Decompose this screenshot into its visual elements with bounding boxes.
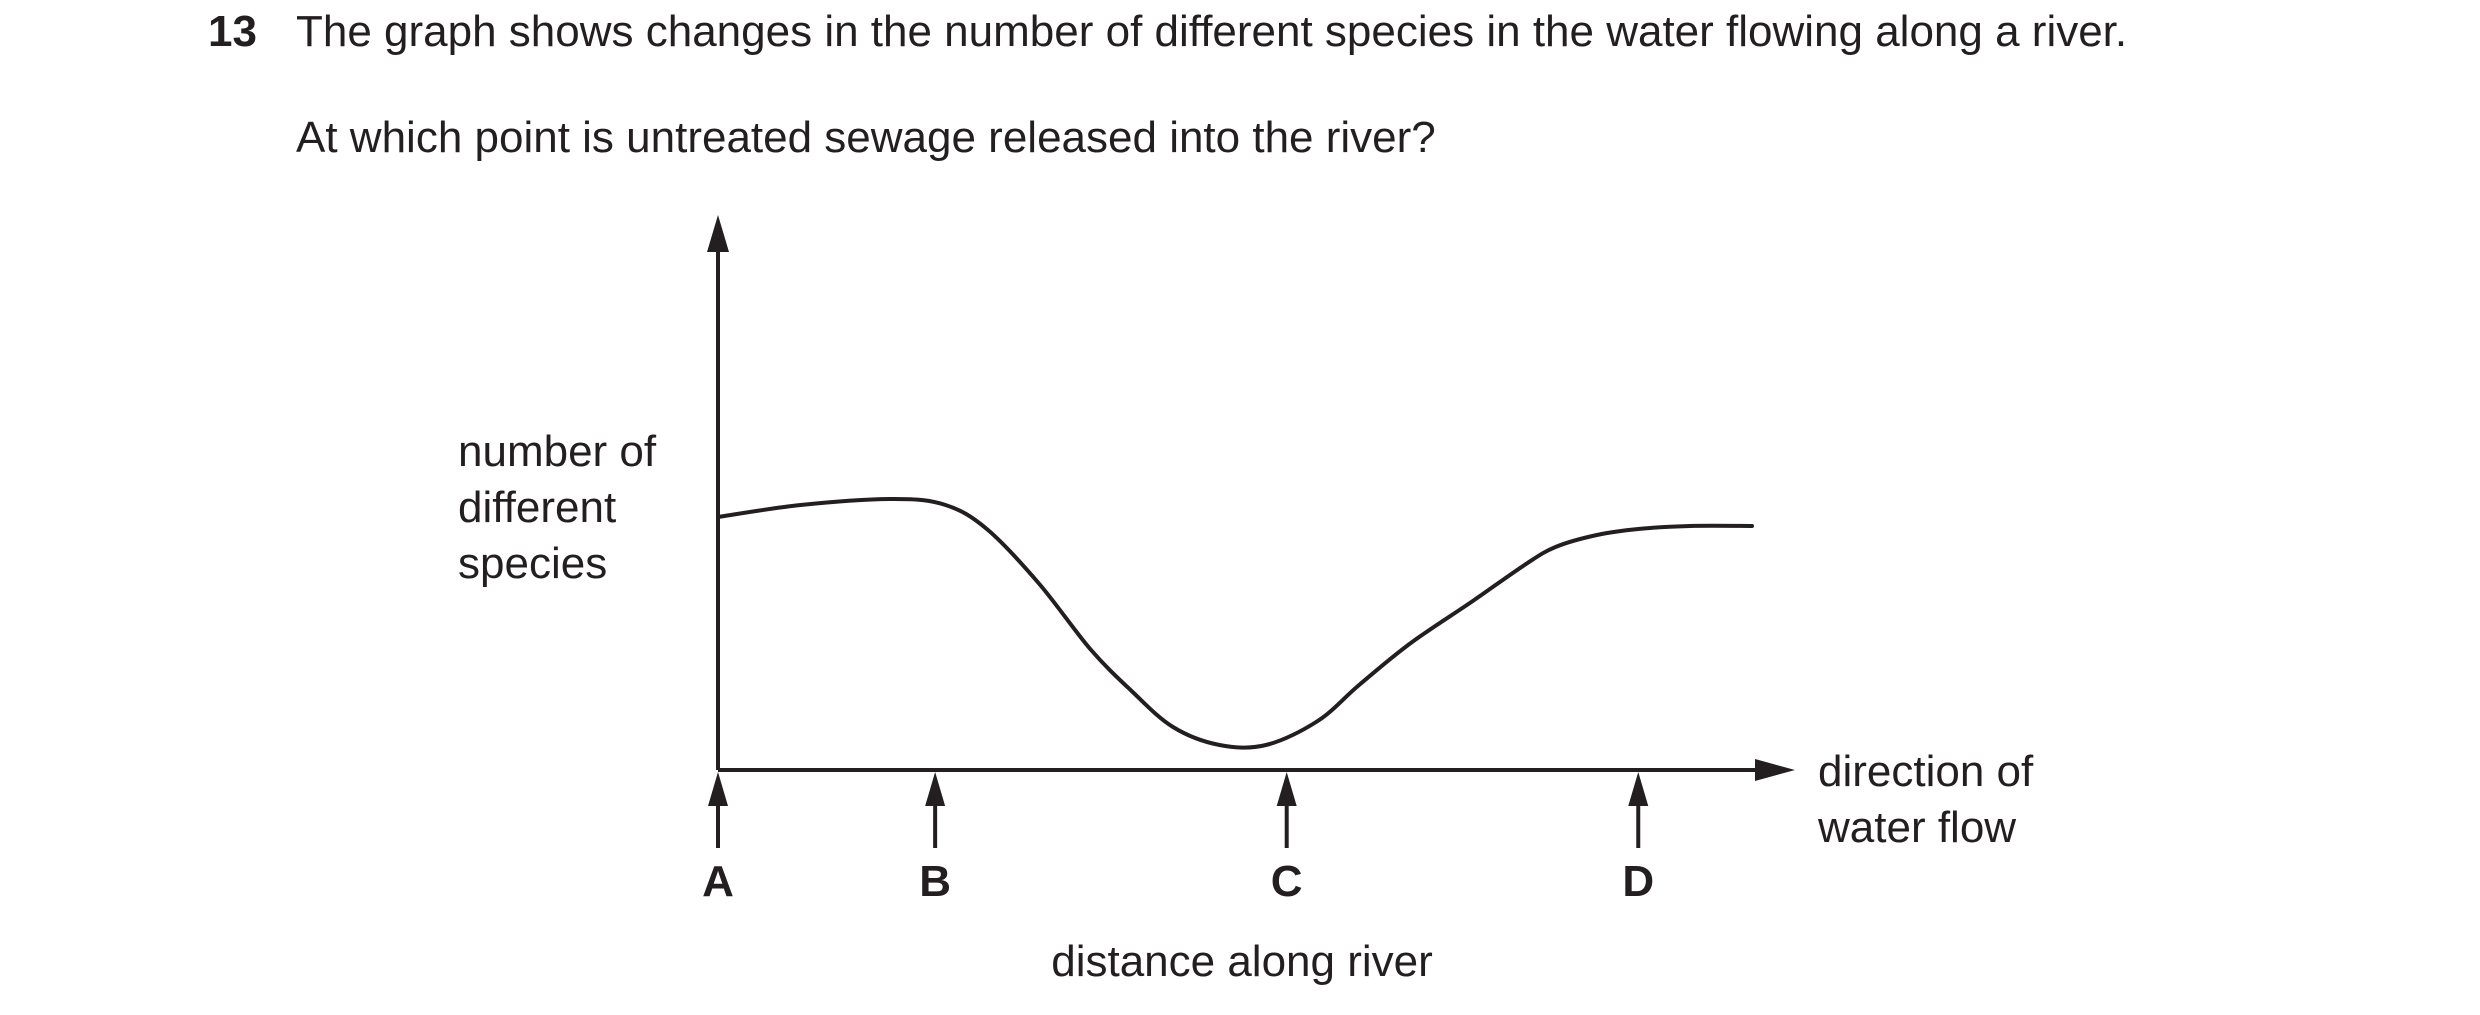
question-prompt: At which point is untreated sewage relea… [296,113,1436,162]
direction-label: direction of water flow [1817,747,2034,852]
point-marker-b: B [919,772,951,906]
point-marker-d: D [1622,772,1654,906]
point-marker-a: A [702,772,734,906]
chart-axes [707,215,1795,781]
direction-label-line: direction of [1818,747,2034,796]
marker-label-c: C [1271,857,1303,906]
marker-arrowhead [1276,772,1297,806]
marker-arrowhead [708,772,728,806]
question-stem: The graph shows changes in the number of… [296,7,2128,56]
y-axis-label-line: number of [458,427,657,476]
point-marker-c: C [1271,772,1303,906]
marker-label-b: B [919,857,951,906]
y-axis-label-line: species [458,539,607,588]
point-markers: A B C D [702,772,1654,906]
y-axis-arrowhead [707,215,729,252]
x-axis-label: distance along river [1051,937,1433,986]
marker-arrowhead [925,772,946,806]
x-axis-arrowhead [1755,759,1795,781]
y-axis-label: number of different species [458,427,657,588]
question-number: 13 [208,7,257,56]
axis-labels: number of different species direction of wat… [458,427,2034,986]
marker-label-a: A [702,857,734,906]
marker-arrowhead [1628,772,1649,806]
marker-label-d: D [1622,857,1654,906]
direction-label-line: water flow [1817,803,2016,852]
y-axis-label-line: different [458,483,616,532]
species-curve [716,497,1754,750]
